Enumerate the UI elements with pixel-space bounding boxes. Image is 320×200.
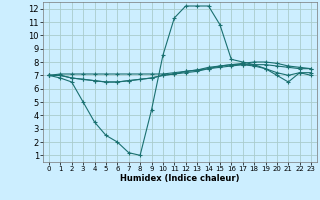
X-axis label: Humidex (Indice chaleur): Humidex (Indice chaleur) xyxy=(120,174,240,183)
